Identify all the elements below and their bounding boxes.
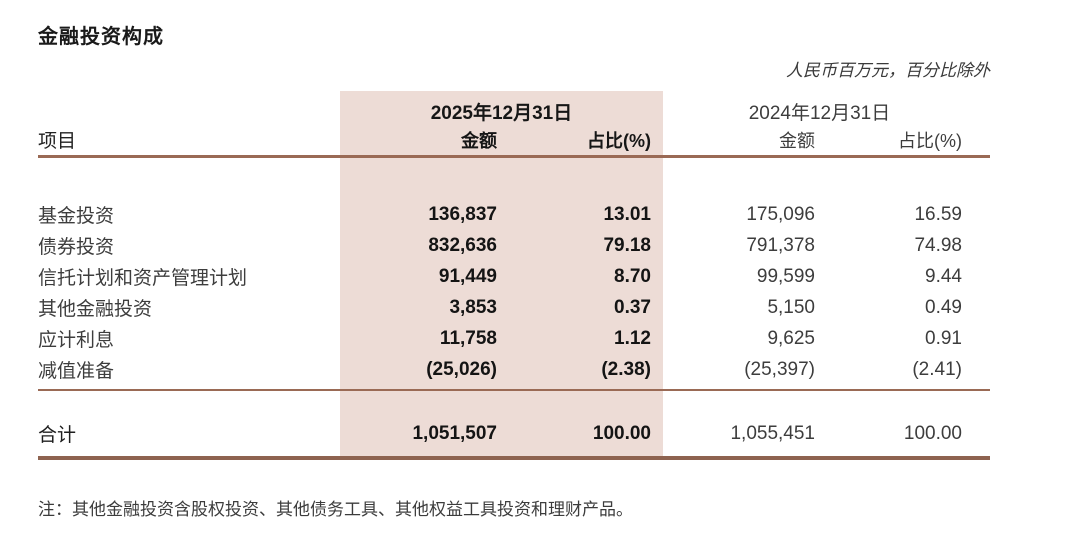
table-row: 债券投资 832,636 79.18 791,378 74.98: [38, 230, 990, 261]
pct-2025: 79.18: [603, 234, 651, 256]
investment-table: 2025年12月31日 2024年12月31日 项目 金额 占比(%) 金额 占…: [38, 91, 990, 460]
row-label: 应计利息: [38, 330, 115, 351]
pct-2025: 13.01: [603, 203, 651, 225]
section-title: 金融投资构成: [38, 26, 164, 48]
total-label: 合计: [38, 425, 77, 446]
table-row: 应计利息 11,758 1.12 9,625 0.91: [38, 323, 990, 354]
amount-2024: 791,378: [746, 234, 815, 256]
table-body: 基金投资 136,837 13.01 175,096 16.59 债券投资 83…: [38, 158, 990, 385]
pct-2024: 0.91: [925, 327, 962, 349]
pct-2024: 0.49: [925, 296, 962, 318]
pct-2024: 9.44: [925, 265, 962, 287]
amount-2025: 91,449: [438, 265, 497, 287]
pct-2025: 8.70: [614, 265, 651, 287]
pct-2024: (2.41): [912, 358, 962, 380]
row-label: 基金投资: [38, 206, 115, 227]
total-pct-2025: 100.00: [592, 422, 651, 444]
pct-2025: 0.37: [614, 296, 651, 318]
table-row: 减值准备 (25,026) (2.38) (25,397) (2.41): [38, 354, 990, 385]
row-label: 债券投资: [38, 237, 115, 258]
header-rule: [38, 155, 990, 158]
highlight-band-2025: [340, 91, 663, 460]
unit-note: 人民币百万元，百分比除外: [786, 61, 990, 80]
column-header-amount-2025: 金额: [461, 131, 497, 151]
row-label: 减值准备: [38, 361, 115, 382]
pct-2024: 74.98: [914, 234, 962, 256]
table-row: 基金投资 136,837 13.01 175,096 16.59: [38, 199, 990, 230]
total-pct-2024: 100.00: [903, 422, 962, 444]
footnote: 注：其他金融投资含股权投资、其他债务工具、其他权益工具投资和理财产品。: [38, 500, 633, 519]
amount-2024: 9,625: [767, 327, 815, 349]
table-row: 其他金融投资 3,853 0.37 5,150 0.49: [38, 292, 990, 323]
table-header-columns: 项目 金额 占比(%) 金额 占比(%): [38, 125, 990, 155]
amount-2025: 832,636: [428, 234, 497, 256]
total-row: 合计 1,051,507 100.00 1,055,451 100.00: [38, 417, 990, 450]
table-row: 信托计划和资产管理计划 91,449 8.70 99,599 9.44: [38, 261, 990, 292]
amount-2025: 3,853: [449, 296, 497, 318]
amount-2024: 175,096: [746, 203, 815, 225]
table-header-dates: 2025年12月31日 2024年12月31日: [38, 91, 990, 125]
amount-2025: 11,758: [439, 327, 497, 349]
column-header-amount-2024: 金额: [779, 131, 815, 151]
column-header-item: 项目: [38, 131, 77, 152]
bottom-rule: [38, 456, 990, 460]
amount-2024: 99,599: [756, 265, 815, 287]
column-header-pct-2024: 占比(%): [898, 131, 962, 151]
amount-2024: 5,150: [767, 296, 815, 318]
pct-2025: (2.38): [601, 358, 651, 380]
total-separator-rule: [38, 389, 990, 391]
amount-2025: 136,837: [428, 203, 497, 225]
column-group-2025: 2025年12月31日: [430, 103, 573, 124]
pct-2025: 1.12: [614, 327, 651, 349]
amount-2024: (25,397): [744, 358, 815, 380]
column-group-2024: 2024年12月31日: [748, 103, 891, 124]
total-amount-2024: 1,055,451: [730, 422, 815, 444]
column-header-pct-2025: 占比(%): [587, 131, 651, 151]
row-label: 信托计划和资产管理计划: [38, 268, 248, 289]
row-label: 其他金融投资: [38, 299, 153, 320]
amount-2025: (25,026): [426, 358, 497, 380]
total-amount-2025: 1,051,507: [412, 422, 497, 444]
pct-2024: 16.59: [914, 203, 962, 225]
